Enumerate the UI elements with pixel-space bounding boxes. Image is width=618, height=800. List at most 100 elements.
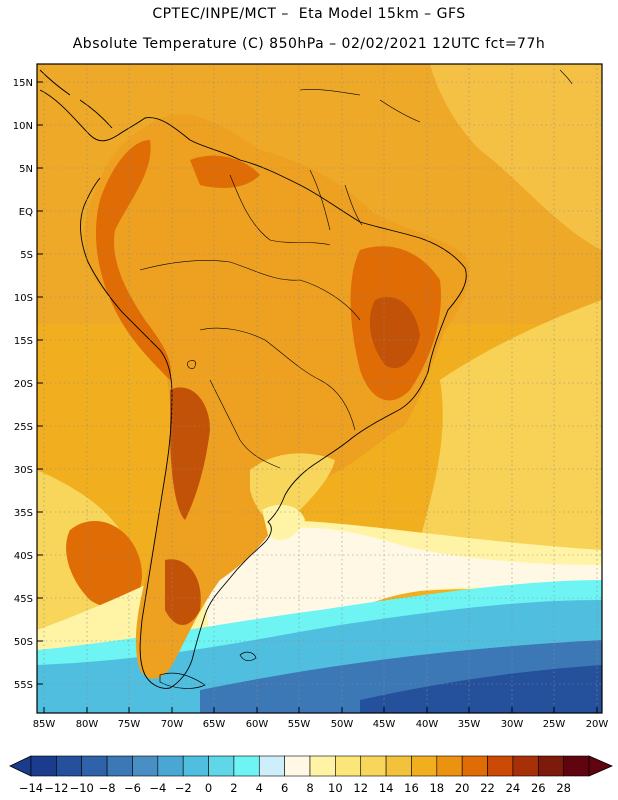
colorbar-label: −12 — [44, 781, 68, 795]
border-interior-1 — [139, 260, 361, 321]
colorbar-swatch — [56, 755, 83, 777]
colorbar-swatch — [208, 755, 235, 777]
colorbar-swatch — [360, 755, 387, 777]
colorbar: −14 −12 −10 −8 −6 −4 −2 0 2 4 6 8 10 12 14 16 18 20 22 24 26… — [9, 755, 614, 795]
lat-label: 35S — [14, 508, 33, 519]
lon-label: 75W — [118, 719, 141, 730]
coastlines — [39, 69, 573, 689]
colorbar-label: 6 — [281, 781, 288, 795]
colorbar-label: 0 — [205, 781, 212, 795]
border-interior-3 — [209, 379, 281, 469]
lat-label: EQ — [19, 207, 33, 218]
field-pale-band — [200, 527, 602, 640]
chart-title-line-1: CPTEC/INPE/MCT – Eta Model 15km – GFS — [152, 6, 466, 22]
colorbar-label: 10 — [328, 781, 343, 795]
hot-brazil-core — [369, 296, 420, 369]
lake-titicaca — [187, 360, 196, 369]
colorbar-label: 18 — [429, 781, 444, 795]
hot-venezuela — [190, 155, 260, 188]
colorbar-label: −14 — [19, 781, 43, 795]
colorbar-label: 24 — [506, 781, 521, 795]
colorbar-swatch — [182, 755, 209, 777]
colorbar-label: 16 — [404, 781, 419, 795]
border-interior-5 — [309, 169, 363, 231]
lon-label: 25W — [543, 719, 566, 730]
hot-andes-north — [95, 140, 171, 380]
colorbar-label: 20 — [455, 781, 470, 795]
border-interior-2 — [199, 327, 356, 431]
colorbar-swatch — [132, 755, 159, 777]
cool-river-plate — [262, 504, 305, 540]
tierra-del-fuego — [159, 672, 206, 689]
colorbar-label: 14 — [379, 781, 394, 795]
lon-label: 50W — [331, 719, 354, 730]
field-cold-4 — [360, 665, 602, 713]
lat-labels: 15N 10N 5N EQ 5S 10S 15S 20S 25S 30S 35S… — [13, 78, 33, 691]
colorbar-swatch — [512, 755, 539, 777]
coastline-south-america — [39, 89, 467, 689]
field-pacific-warm — [66, 521, 142, 608]
lon-label: 35W — [458, 719, 481, 730]
lat-label: 15N — [13, 78, 33, 89]
lon-label: 85W — [33, 719, 56, 730]
colorbar-label: −6 — [124, 781, 141, 795]
colorbar-label: 12 — [353, 781, 368, 795]
lat-label: 10S — [14, 293, 33, 304]
lat-label: 20S — [14, 379, 33, 390]
lat-label: 30S — [14, 465, 33, 476]
lat-label: 10N — [13, 121, 33, 132]
colorbar-label: −2 — [175, 781, 192, 795]
colorbar-swatch — [537, 755, 564, 777]
mild-river-plate — [250, 453, 335, 523]
colorbar-swatch — [106, 755, 133, 777]
colorbar-swatch — [233, 755, 260, 777]
colorbar-swatch — [284, 755, 311, 777]
colorbar-label: 22 — [480, 781, 495, 795]
lon-label: 55W — [288, 719, 311, 730]
colorbar-swatch — [411, 755, 438, 777]
hot-andes-central — [170, 387, 210, 520]
lat-ticks — [37, 81, 43, 685]
lat-label: 5N — [19, 164, 33, 175]
lat-label: 45S — [14, 594, 33, 605]
colorbar-swatch — [309, 755, 336, 777]
lon-label: 65W — [203, 719, 226, 730]
colorbar-arrow-left — [9, 755, 32, 777]
colorbar-swatch — [258, 755, 285, 777]
lon-label: 80W — [76, 719, 99, 730]
lon-ticks — [43, 707, 598, 713]
lat-label: 50S — [14, 637, 33, 648]
lon-label: 30W — [501, 719, 524, 730]
colorbar-swatch — [157, 755, 184, 777]
lon-labels: 85W 80W 75W 70W 65W 60W 55W 50W 45W 40W … — [33, 719, 609, 730]
lat-label: 40S — [14, 551, 33, 562]
colorbar-label: 8 — [306, 781, 313, 795]
colorbar-arrow-right — [588, 755, 614, 777]
colorbar-label: 28 — [556, 781, 571, 795]
colorbar-label: −8 — [99, 781, 116, 795]
colorbar-label: 2 — [230, 781, 237, 795]
lon-label: 60W — [246, 719, 269, 730]
colorbar-label: −4 — [149, 781, 166, 795]
colorbar-swatch — [436, 755, 463, 777]
colorbar-swatch — [563, 755, 590, 777]
hot-patagonia — [165, 559, 201, 625]
colorbar-label: −10 — [70, 781, 94, 795]
lat-label: 55S — [14, 680, 33, 691]
colorbar-label: 26 — [531, 781, 546, 795]
temperature-field — [37, 64, 602, 713]
lon-label: 20W — [586, 719, 609, 730]
colorbar-label: 4 — [256, 781, 263, 795]
lat-label: 5S — [20, 250, 33, 261]
lon-label: 40W — [416, 719, 439, 730]
colorbar-swatch — [30, 755, 57, 777]
caribbean-islands — [299, 69, 573, 123]
field-atlantic-mild-2 — [420, 300, 602, 560]
chart-title-line-2: Absolute Temperature (C) 850hPa – 02/02/… — [72, 36, 546, 52]
colorbar-swatch — [461, 755, 488, 777]
colorbar-swatch — [487, 755, 514, 777]
lat-label: 15S — [14, 336, 33, 347]
lat-label: 25S — [14, 422, 33, 433]
colorbar-swatch — [81, 755, 108, 777]
